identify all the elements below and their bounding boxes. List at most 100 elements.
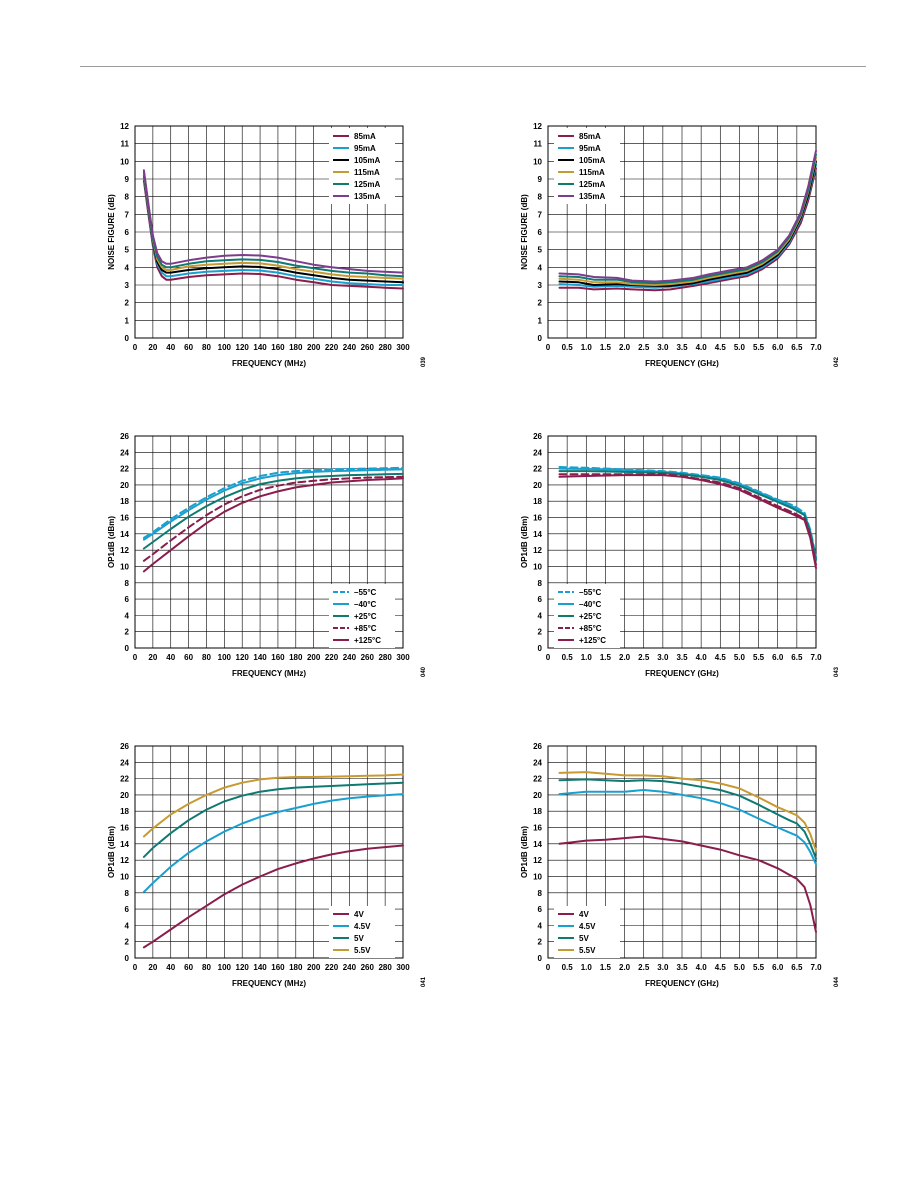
legend-label: 5.5V (579, 946, 596, 955)
series-line-3 (142, 475, 404, 562)
series-line-5 (142, 169, 404, 274)
y-tick-label: 14 (533, 840, 542, 849)
x-tick-label: 20 (148, 653, 157, 662)
y-tick-label: 26 (533, 742, 542, 751)
legend-label: 125mA (579, 180, 605, 189)
legend: 85mA 95mA 105mA 115mA 125mA 135mA (554, 128, 620, 204)
plot-frame (547, 435, 817, 649)
x-tick-label: 300 (396, 653, 410, 662)
x-tick-label: 80 (202, 343, 211, 352)
plot-frame (547, 125, 817, 339)
x-tick-label: 260 (361, 343, 375, 352)
y-tick-label: 2 (538, 628, 543, 637)
series-line-2 (142, 781, 404, 858)
legend-label: 4.5V (579, 922, 596, 931)
legend-label: 125mA (354, 180, 380, 189)
legend-label: 105mA (579, 156, 605, 165)
y-tick-label: 2 (538, 938, 543, 947)
x-tick-label: 160 (271, 343, 285, 352)
x-tick-label: 300 (396, 343, 410, 352)
x-tick-label: 1.0 (581, 343, 593, 352)
y-tick-label: 12 (533, 122, 542, 131)
y-tick-label: 16 (120, 514, 129, 523)
x-tick-label: 120 (236, 653, 250, 662)
x-tick-label: 80 (202, 963, 211, 972)
y-tick-label: 3 (125, 281, 130, 290)
y-tick-label: 11 (534, 140, 543, 149)
y-axis-label: OP1dB (dBm) (520, 826, 529, 878)
y-tick-label: 8 (538, 579, 543, 588)
x-tick-label: 6.0 (772, 653, 784, 662)
x-tick-label: 0 (546, 653, 551, 662)
x-tick-label: 160 (271, 963, 285, 972)
legend-label: +25°C (579, 612, 602, 621)
y-tick-label: 4 (125, 263, 130, 272)
y-tick-label: 6 (538, 595, 543, 604)
x-tick-label: 60 (184, 653, 193, 662)
legend-label: +85°C (579, 624, 602, 633)
x-tick-label: 3.0 (657, 653, 669, 662)
series-line-5 (558, 149, 817, 283)
x-tick-label: 1.5 (600, 343, 612, 352)
plot-frame (134, 745, 404, 959)
legend-label: 4.5V (354, 922, 371, 931)
legend-label: 85mA (354, 132, 376, 141)
y-tick-label: 20 (120, 481, 129, 490)
x-axis-label: FREQUENCY (MHz) (232, 669, 306, 678)
x-tick-label: 120 (236, 963, 250, 972)
x-axis-label: FREQUENCY (MHz) (232, 359, 306, 368)
series-line-0 (558, 167, 817, 292)
y-tick-label: 6 (125, 595, 130, 604)
y-tick-label: 7 (538, 210, 543, 219)
x-tick-label: 4.0 (696, 963, 708, 972)
y-tick-label: 6 (125, 228, 130, 237)
y-tick-label: 5 (538, 246, 543, 255)
x-tick-label: 5.5 (753, 653, 765, 662)
legend-label: +85°C (354, 624, 377, 633)
x-tick-label: 0 (133, 343, 138, 352)
x-tick-label: 2.0 (619, 653, 631, 662)
x-axis-label: FREQUENCY (GHz) (645, 979, 719, 988)
x-tick-label: 3.0 (657, 343, 669, 352)
y-tick-label: 18 (533, 807, 542, 816)
legend: 4V 4.5V 5V 5.5V (329, 906, 395, 958)
y-tick-label: 12 (120, 856, 129, 865)
x-tick-label: 1.5 (600, 963, 612, 972)
y-axis-label: OP1dB (dBm) (107, 516, 116, 568)
y-tick-label: 8 (125, 889, 130, 898)
x-tick-label: 60 (184, 343, 193, 352)
y-tick-label: 1 (538, 316, 543, 325)
x-tick-label: 3.5 (676, 343, 688, 352)
y-tick-label: 2 (125, 938, 130, 947)
y-tick-label: 14 (533, 530, 542, 539)
legend-background (329, 128, 395, 204)
y-tick-label: 1 (125, 316, 130, 325)
x-tick-label: 180 (289, 653, 303, 662)
chart-noise-figure-vs-mhz: 0 20 40 60 80 100 120 140 160 180 200 220 240 260 280 3… (107, 122, 427, 368)
legend-label: 4V (579, 910, 589, 919)
series-line-3 (558, 771, 817, 852)
x-tick-label: 2.5 (638, 343, 650, 352)
series-line-1 (142, 468, 404, 541)
legend: –55°C –40°C +25°C +85°C +125°C (329, 584, 395, 648)
x-tick-label: 240 (343, 653, 357, 662)
x-tick-label: 40 (166, 653, 175, 662)
series-line-1 (142, 793, 404, 893)
x-tick-label: 200 (307, 343, 321, 352)
y-tick-label: 18 (120, 497, 129, 506)
x-tick-label: 280 (378, 963, 392, 972)
legend-label: 115mA (354, 168, 380, 177)
x-tick-label: 0.5 (562, 963, 574, 972)
series-line-4 (142, 477, 404, 573)
x-tick-label: 260 (361, 963, 375, 972)
legend-label: 4V (354, 910, 364, 919)
series-line-2 (558, 778, 817, 860)
x-tick-label: 5.5 (753, 343, 765, 352)
x-tick-label: 6.5 (791, 963, 803, 972)
series-line-4 (558, 474, 817, 570)
x-tick-label: 7.0 (810, 963, 822, 972)
plot-frame (134, 125, 404, 339)
x-tick-label: 6.0 (772, 343, 784, 352)
x-tick-label: 280 (378, 653, 392, 662)
y-axis-label: NOISE FIGURE (dB) (107, 194, 116, 270)
